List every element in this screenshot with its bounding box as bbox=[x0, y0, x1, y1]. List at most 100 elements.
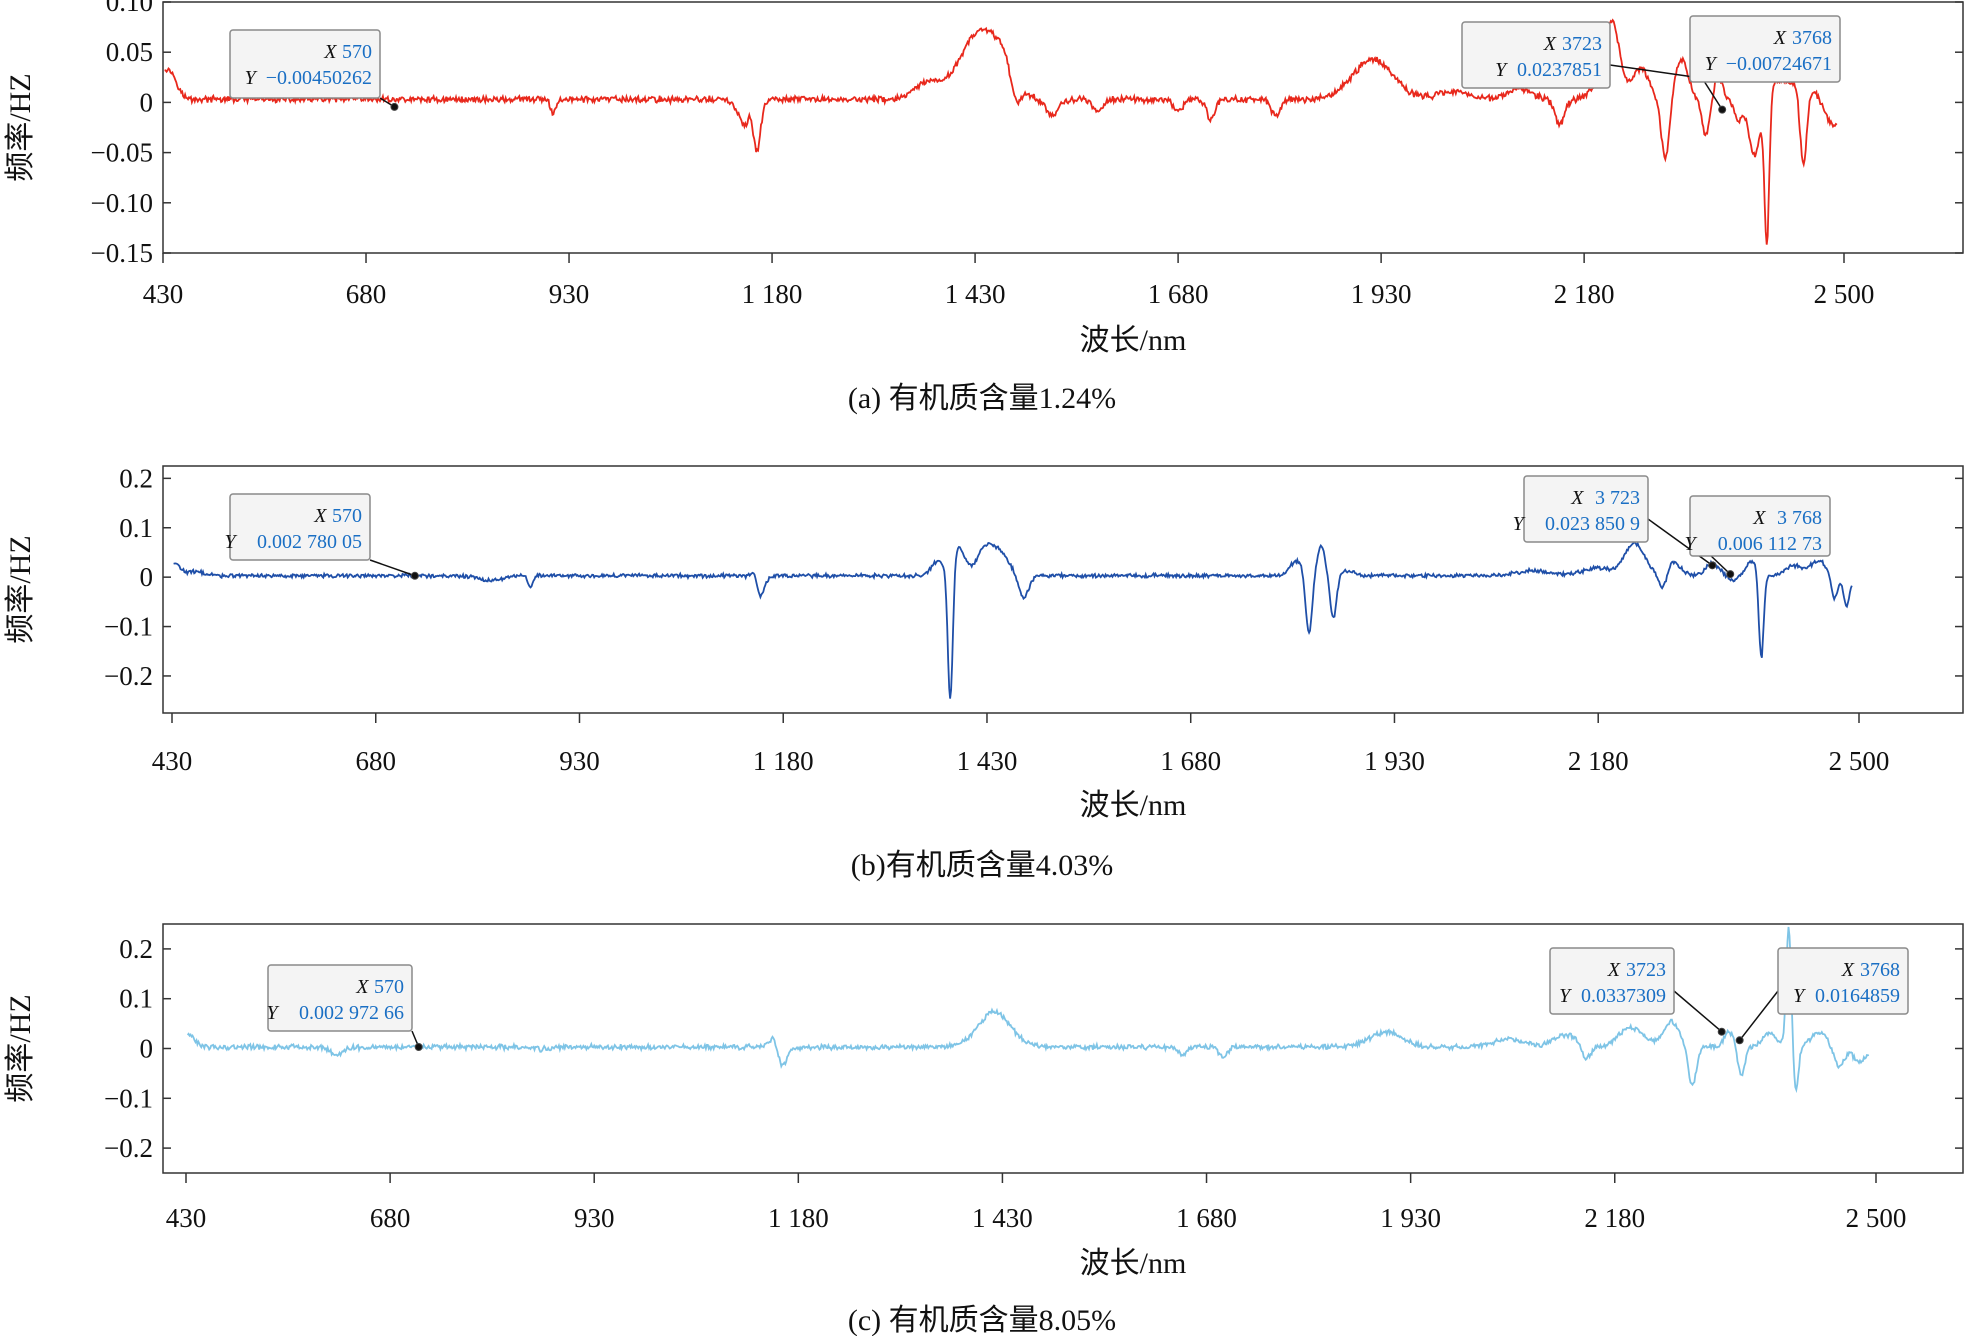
y-tick-label: 0 bbox=[140, 562, 154, 592]
data-tip-box bbox=[1549, 947, 1675, 1015]
data-tip-y-value: −0.00724671 bbox=[1726, 53, 1832, 75]
data-tip-y-label: Y bbox=[1793, 985, 1806, 1007]
x-tick-label: 1 180 bbox=[768, 1203, 829, 1233]
data-tip-x-value: 3 768 bbox=[1777, 507, 1822, 529]
chart-panel-2: 0.2 0.1 0 −0.1 −0.2 430 680 930 1 180 1 430 1 680 1… bbox=[4, 463, 1964, 822]
x-tick-label: 1 930 bbox=[1380, 1203, 1441, 1233]
x-axis-label: 波长/nm bbox=[1080, 1247, 1187, 1280]
x-tick-label: 1 430 bbox=[972, 1203, 1033, 1233]
y-axis-label: 频率/HZ bbox=[4, 535, 37, 643]
x-tick-label: 1 180 bbox=[742, 279, 803, 309]
x-tick-label: 930 bbox=[549, 279, 590, 309]
data-tip-x-value: 3768 bbox=[1860, 959, 1900, 981]
data-tip-y-value: 0.002 780 05 bbox=[257, 531, 362, 553]
data-tip-box bbox=[1689, 15, 1841, 83]
data-tip-x-value: 570 bbox=[374, 976, 404, 998]
data-tip-marker bbox=[414, 1043, 423, 1052]
data-tip-leader bbox=[1647, 518, 1713, 566]
data-tip-y-label: Y bbox=[245, 67, 258, 89]
data-tip-y-value: 0.0337309 bbox=[1581, 985, 1666, 1007]
y-tick-label: 0.2 bbox=[119, 934, 153, 964]
x-axis-label: 波长/nm bbox=[1080, 324, 1187, 357]
data-tip-marker bbox=[1708, 561, 1717, 570]
x-axis-label: 波长/nm bbox=[1080, 789, 1187, 822]
y-tick-label: 0.1 bbox=[119, 984, 153, 1014]
data-tip-y-value: 0.006 112 73 bbox=[1718, 533, 1822, 555]
x-tick-label: 1 180 bbox=[753, 746, 814, 776]
y-tick-label: −0.1 bbox=[104, 612, 153, 642]
y-tick-label: 0.10 bbox=[106, 0, 153, 17]
y-tick-label: −0.05 bbox=[91, 138, 153, 168]
data-tip-x-label: X bbox=[1752, 507, 1766, 529]
data-tip-y-value: −0.00450262 bbox=[266, 67, 372, 89]
x-tick-label: 1 930 bbox=[1364, 746, 1425, 776]
y-tick-label: 0.1 bbox=[119, 513, 153, 543]
y-tick-label: 0.2 bbox=[119, 463, 153, 493]
x-tick-label: 430 bbox=[143, 279, 184, 309]
data-tip-y-label: Y bbox=[1495, 59, 1508, 81]
data-tip-x-value: 3768 bbox=[1792, 27, 1832, 49]
series-line bbox=[164, 18, 1838, 245]
x-tick-label: 2 180 bbox=[1568, 746, 1629, 776]
y-axis-label: 频率/HZ bbox=[4, 73, 37, 181]
data-tip-marker bbox=[1735, 1036, 1744, 1045]
data-tip-y-label: Y bbox=[266, 1002, 279, 1024]
chart-panel-3: 0.2 0.1 0 −0.1 −0.2 430 680 930 1 180 1 430 1 680 1… bbox=[4, 923, 1964, 1280]
data-tip-box bbox=[1523, 475, 1649, 543]
data-tip-marker bbox=[1718, 105, 1727, 114]
data-tip-marker bbox=[390, 102, 399, 111]
data-tip-y-label: Y bbox=[1513, 513, 1526, 535]
data-tip-x-label: X bbox=[1841, 959, 1855, 981]
y-tick-label: −0.15 bbox=[91, 238, 153, 268]
y-tick-label: 0 bbox=[140, 87, 154, 117]
data-tip-x-label: X bbox=[1773, 27, 1787, 49]
data-tip-x-label: X bbox=[355, 976, 369, 998]
y-tick-label: −0.2 bbox=[104, 661, 153, 691]
data-tip-x-label: X bbox=[313, 505, 327, 527]
data-tip-marker bbox=[1717, 1027, 1726, 1036]
data-tip-x-value: 570 bbox=[342, 41, 372, 63]
data-tip-x-label: X bbox=[1607, 959, 1621, 981]
data-tip-y-label: Y bbox=[224, 531, 237, 553]
data-tip-box bbox=[1461, 21, 1611, 89]
data-tip: 3 723 X 0.023 850 9 Y bbox=[1513, 475, 1717, 570]
y-tick-label: −0.10 bbox=[91, 188, 153, 218]
data-tip-marker bbox=[1726, 570, 1735, 579]
x-tick-label: 1 680 bbox=[1160, 746, 1221, 776]
chart-panel-1: 0.10 0.05 0 −0.05 −0.10 −0.15 430 680 930 1 180 1 … bbox=[4, 0, 1964, 357]
x-tick-label: 680 bbox=[346, 279, 387, 309]
series-line bbox=[173, 540, 1853, 699]
x-tick-label: 2 180 bbox=[1554, 279, 1615, 309]
x-tick-label: 930 bbox=[574, 1203, 615, 1233]
data-tip-y-label: Y bbox=[1705, 53, 1718, 75]
x-tick-label: 430 bbox=[152, 746, 193, 776]
plot-frame bbox=[162, 1, 1964, 254]
y-axis-label: 频率/HZ bbox=[4, 994, 37, 1102]
data-tip-leader bbox=[1609, 64, 1705, 80]
x-tick-label: 1 680 bbox=[1148, 279, 1209, 309]
data-tip-x-value: 3723 bbox=[1562, 33, 1602, 55]
data-tip-leader bbox=[1673, 990, 1723, 1033]
data-tip: 3 768 X 0.006 112 73 Y bbox=[1684, 495, 1831, 579]
y-tick-label: 0.05 bbox=[106, 37, 153, 67]
data-tip-y-value: 0.002 972 66 bbox=[299, 1002, 404, 1024]
data-tip-leader bbox=[369, 559, 416, 577]
data-tip-y-label: Y bbox=[1684, 533, 1697, 555]
x-tick-label: 1 680 bbox=[1176, 1203, 1237, 1233]
data-tip-x-label: X bbox=[323, 41, 337, 63]
x-tick-label: 680 bbox=[355, 746, 396, 776]
data-tip-x-label: X bbox=[1543, 33, 1557, 55]
data-tip-y-value: 0.0164859 bbox=[1815, 985, 1900, 1007]
y-tick-label: −0.1 bbox=[104, 1083, 153, 1113]
data-tip-y-value: 0.023 850 9 bbox=[1545, 513, 1640, 535]
x-tick-label: 1 930 bbox=[1351, 279, 1412, 309]
data-tip-box bbox=[1777, 947, 1909, 1015]
x-tick-label: 2 180 bbox=[1584, 1203, 1645, 1233]
